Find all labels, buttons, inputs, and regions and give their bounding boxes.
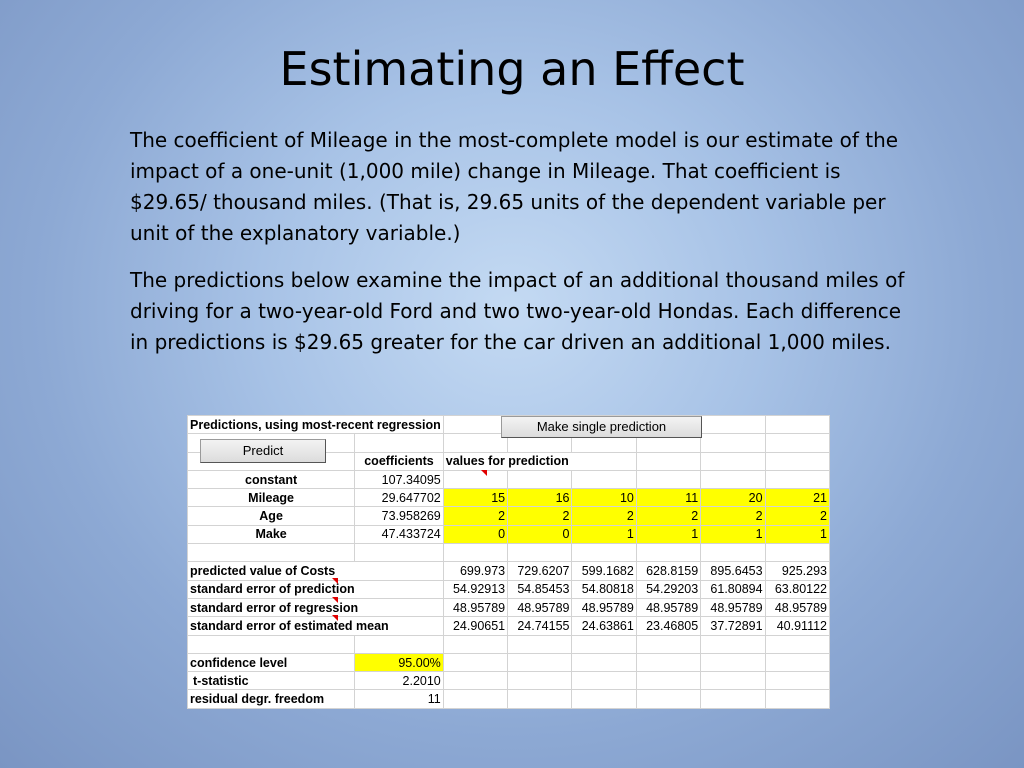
input-cell[interactable]: 21	[764, 488, 830, 508]
tstat-label: t-statistic	[187, 671, 356, 691]
spreadsheet-grid: Predictions, using most-recent regressio…	[187, 415, 830, 709]
predict-button[interactable]: Predict	[200, 439, 326, 463]
input-cell[interactable]: 16	[507, 488, 573, 508]
input-cell[interactable]: 2	[700, 506, 766, 526]
comment-indicator-icon	[481, 470, 487, 476]
variable-name: Mileage	[187, 488, 356, 508]
variable-row-constant: constant 107.34095	[187, 469, 830, 490]
result-cell[interactable]: 37.72891	[700, 616, 766, 636]
result-cell[interactable]: 61.80894	[700, 579, 766, 599]
coefficient-cell[interactable]: 47.433724	[354, 524, 444, 545]
variable-row-age: Age 73.958269 2 2 2 2 2 2	[187, 506, 830, 526]
result-cell[interactable]: 40.91112	[764, 616, 830, 636]
result-cell[interactable]: 48.95789	[635, 597, 702, 618]
sheet-header: Predictions, using most-recent regressio…	[187, 415, 444, 435]
input-cell[interactable]: 2	[764, 506, 830, 526]
result-row-se-prediction: standard error of prediction 54.92913 54…	[187, 579, 830, 599]
make-single-prediction-button[interactable]: Make single prediction	[501, 416, 702, 438]
result-cell[interactable]: 24.90651	[442, 616, 509, 636]
values-header: values for prediction	[442, 451, 637, 471]
dof-row: residual degr. freedom 11	[187, 689, 830, 709]
slide-title: Estimating an Effect	[279, 42, 745, 96]
spreadsheet: Predictions, using most-recent regressio…	[187, 415, 830, 709]
result-label: standard error of estimated mean	[187, 616, 444, 636]
result-cell[interactable]: 54.92913	[442, 579, 509, 599]
paragraph-predictions: The predictions below examine the impact…	[130, 268, 905, 354]
result-cell[interactable]: 54.85453	[507, 579, 573, 599]
input-cell[interactable]: 0	[507, 524, 573, 545]
result-cell[interactable]: 48.95789	[507, 597, 573, 618]
confidence-label: confidence level	[187, 652, 356, 673]
coefficients-header: coefficients	[354, 451, 444, 471]
input-cell[interactable]: 2	[635, 506, 702, 526]
result-cell[interactable]: 699.973	[442, 561, 509, 581]
input-cell[interactable]: 2	[571, 506, 637, 526]
variable-row-mileage: Mileage 29.647702 15 16 10 11 20 21	[187, 488, 830, 508]
input-cell[interactable]: 0	[442, 524, 509, 545]
comment-indicator-icon	[332, 597, 338, 603]
result-label: standard error of regression	[187, 597, 444, 618]
variable-name: Make	[187, 524, 356, 545]
confidence-row: confidence level 95.00%	[187, 652, 830, 673]
result-cell[interactable]: 925.293	[764, 561, 830, 581]
input-cell[interactable]: 11	[635, 488, 702, 508]
result-cell[interactable]: 599.1682	[571, 561, 637, 581]
result-cell[interactable]: 54.29203	[635, 579, 702, 599]
result-label: predicted value of Costs	[187, 561, 444, 581]
comment-indicator-icon	[332, 615, 338, 621]
result-cell[interactable]: 23.46805	[635, 616, 702, 636]
variable-name: Age	[187, 506, 356, 526]
result-cell[interactable]: 729.6207	[507, 561, 573, 581]
dof-value[interactable]: 11	[354, 689, 444, 709]
input-cell[interactable]: 10	[571, 488, 637, 508]
input-cell[interactable]: 2	[442, 506, 509, 526]
result-cell[interactable]: 48.95789	[571, 597, 637, 618]
input-cell[interactable]: 1	[571, 524, 637, 545]
result-cell[interactable]: 24.63861	[571, 616, 637, 636]
paragraph-coefficient: The coefficient of Mileage in the most-c…	[130, 128, 899, 245]
input-cell[interactable]: 1	[700, 524, 766, 545]
tstat-row: t-statistic 2.2010	[187, 671, 830, 691]
result-cell[interactable]: 895.6453	[700, 561, 766, 581]
input-cell[interactable]: 15	[442, 488, 509, 508]
dof-label: residual degr. freedom	[187, 689, 356, 709]
input-cell[interactable]: 1	[764, 524, 830, 545]
result-cell[interactable]: 24.74155	[507, 616, 573, 636]
result-cell[interactable]: 48.95789	[764, 597, 830, 618]
result-row-predicted: predicted value of Costs 699.973 729.620…	[187, 561, 830, 581]
coefficient-cell[interactable]: 29.647702	[354, 488, 444, 508]
result-cell[interactable]: 63.80122	[764, 579, 830, 599]
result-cell[interactable]: 48.95789	[700, 597, 766, 618]
result-row-se-regression: standard error of regression 48.95789 48…	[187, 597, 830, 618]
result-label: standard error of prediction	[187, 579, 444, 599]
result-row-se-mean: standard error of estimated mean 24.9065…	[187, 616, 830, 636]
variable-row-make: Make 47.433724 0 0 1 1 1 1	[187, 524, 830, 545]
result-cell[interactable]: 54.80818	[571, 579, 637, 599]
tstat-value[interactable]: 2.2010	[354, 671, 444, 691]
variable-name: constant	[187, 469, 356, 490]
coefficient-cell[interactable]: 73.958269	[354, 506, 444, 526]
input-cell[interactable]: 2	[507, 506, 573, 526]
comment-indicator-icon	[332, 578, 338, 584]
coefficient-cell[interactable]: 107.34095	[354, 469, 444, 490]
confidence-input[interactable]: 95.00%	[354, 652, 444, 673]
result-cell[interactable]: 48.95789	[442, 597, 509, 618]
input-cell[interactable]: 1	[635, 524, 702, 545]
input-cell[interactable]: 20	[700, 488, 766, 508]
result-cell[interactable]: 628.8159	[635, 561, 702, 581]
